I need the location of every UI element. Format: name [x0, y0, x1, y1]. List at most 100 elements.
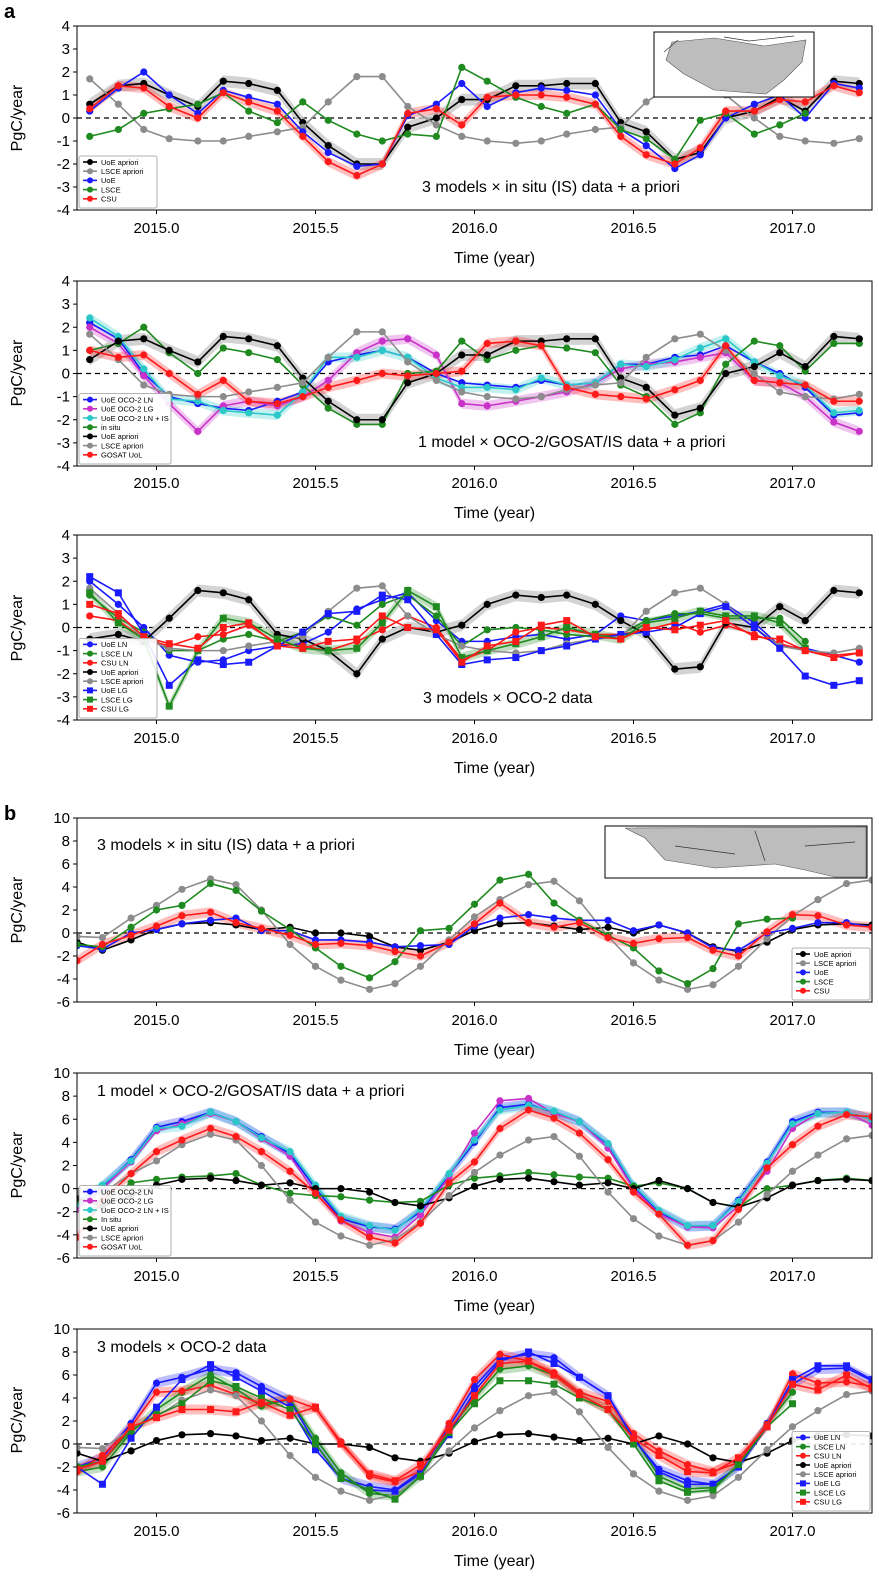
series-3-point-15: [470, 900, 479, 908]
series-7-point-12: [404, 624, 412, 631]
legend-swatch-marker-4: [87, 195, 93, 202]
series-4-point-10: [337, 1185, 345, 1193]
series-4-point-19: [575, 1408, 584, 1416]
series-4-point-5: [206, 1386, 215, 1394]
series-3-point-15: [483, 77, 491, 85]
series-6-point-11: [378, 369, 386, 378]
plot-area: [86, 313, 863, 437]
series-band-0: [89, 75, 860, 170]
series-4-point-20: [604, 1179, 612, 1187]
series-1-point-13: [416, 962, 425, 970]
series-5-point-18: [550, 1360, 558, 1367]
series-4-point-6: [245, 642, 253, 650]
legend-frame: [78, 155, 158, 209]
y-axis-label: PgC/year: [9, 1131, 26, 1198]
series-3-point-11: [378, 137, 386, 145]
series-5-point-11: [378, 328, 386, 336]
series-2-point-7: [273, 411, 281, 419]
series-5-point-6: [232, 1373, 240, 1381]
series-1-point-29: [842, 879, 851, 888]
y-tick-label-1: -3: [57, 179, 70, 196]
series-3-point-25: [734, 920, 743, 928]
series-3-point-6: [232, 1169, 240, 1178]
series-5-point-1: [114, 589, 122, 597]
series-3-point-13: [432, 132, 440, 140]
series-4-point-11: [365, 1496, 374, 1504]
x-tick-label-2: 2016.0: [452, 1012, 498, 1029]
y-tick-label-3: -1: [57, 133, 70, 150]
series-3-point-22: [671, 665, 679, 673]
series-7-point-26: [776, 635, 784, 643]
series-3-point-13: [416, 927, 425, 935]
series-5-point-9: [311, 1218, 320, 1226]
series-5-point-10: [337, 1232, 345, 1240]
series-0-point-18: [550, 1354, 558, 1362]
series-3-point-12: [391, 958, 399, 966]
series-2-point-22: [655, 921, 663, 929]
series-3-point-3: [152, 1175, 161, 1183]
series-5-point-26: [776, 388, 784, 396]
series-2-point-19: [591, 91, 599, 99]
x-tick-label-1: 2015.5: [293, 1523, 339, 1540]
series-2-point-6: [232, 1117, 240, 1126]
series-2-point-10: [353, 162, 361, 170]
series-1-point-28: [814, 896, 822, 904]
series-5-point-27: [801, 672, 809, 680]
series-2-point-21: [629, 927, 638, 935]
x-tick-label-0: 2015.0: [134, 475, 180, 492]
series-5-point-24: [722, 603, 730, 611]
series-3-point-7: [257, 1436, 266, 1445]
series-6-point-26: [776, 619, 784, 627]
series-6-point-1: [114, 353, 122, 361]
series-6-point-16: [496, 1377, 504, 1385]
series-6-point-5: [219, 376, 227, 385]
series-0-point-5: [219, 77, 227, 85]
y-tick-label-5: 4: [62, 1390, 70, 1407]
series-6-point-29: [842, 1111, 851, 1119]
series-3-point-18: [550, 1433, 558, 1441]
series-2-point-23: [696, 628, 704, 636]
series-3-point-17: [537, 102, 545, 111]
series-3-point-6: [232, 886, 240, 895]
series-4-point-6: [232, 1176, 240, 1185]
series-3-point-4: [194, 586, 202, 595]
series-6-point-7: [257, 1148, 266, 1156]
series-0-point-19: [591, 79, 599, 88]
series-4-point-14: [445, 1447, 453, 1455]
series-5-point-21: [642, 353, 650, 361]
series-2-point-23: [696, 151, 704, 159]
series-1-point-10: [337, 976, 345, 984]
series-7-point-15: [471, 1392, 478, 1400]
series-4-point-24: [722, 369, 730, 378]
series-6-point-4: [194, 390, 202, 398]
legend-entry-7: CSU LG: [814, 1498, 842, 1507]
south-america-map-inset: [653, 31, 815, 98]
series-3-point-8: [286, 1434, 294, 1442]
legend-swatch-marker-1: [87, 168, 93, 175]
x-tick-label-3: 2016.5: [611, 1268, 657, 1285]
series-4-point-15: [470, 920, 479, 928]
series-4-point-11: [378, 582, 386, 590]
series-4-point-3: [165, 102, 173, 111]
series-6-point-25: [750, 376, 758, 385]
series-3-point-4: [178, 1431, 186, 1439]
series-line-3: [89, 66, 806, 161]
series-3-point-2: [127, 1447, 135, 1455]
series-1-point-25: [750, 114, 758, 122]
series-2-point-15: [470, 1376, 479, 1384]
series-2-point-18: [550, 914, 558, 922]
series-4-point-18: [550, 1178, 558, 1186]
series-2-point-2: [140, 365, 148, 373]
series-1-point-4: [194, 137, 202, 145]
y-tick-label-8: 10: [53, 1321, 70, 1338]
series-2-point-23: [683, 1461, 692, 1469]
series-4-point-11: [378, 160, 386, 168]
series-1-point-15: [483, 626, 491, 634]
series-0-point-9: [324, 628, 332, 636]
series-1-point-23: [696, 353, 704, 361]
series-7-point-3: [153, 1414, 160, 1422]
series-1-point-10: [353, 73, 361, 81]
series-2-point-7: [257, 1134, 266, 1142]
series-line-4: [89, 585, 860, 654]
